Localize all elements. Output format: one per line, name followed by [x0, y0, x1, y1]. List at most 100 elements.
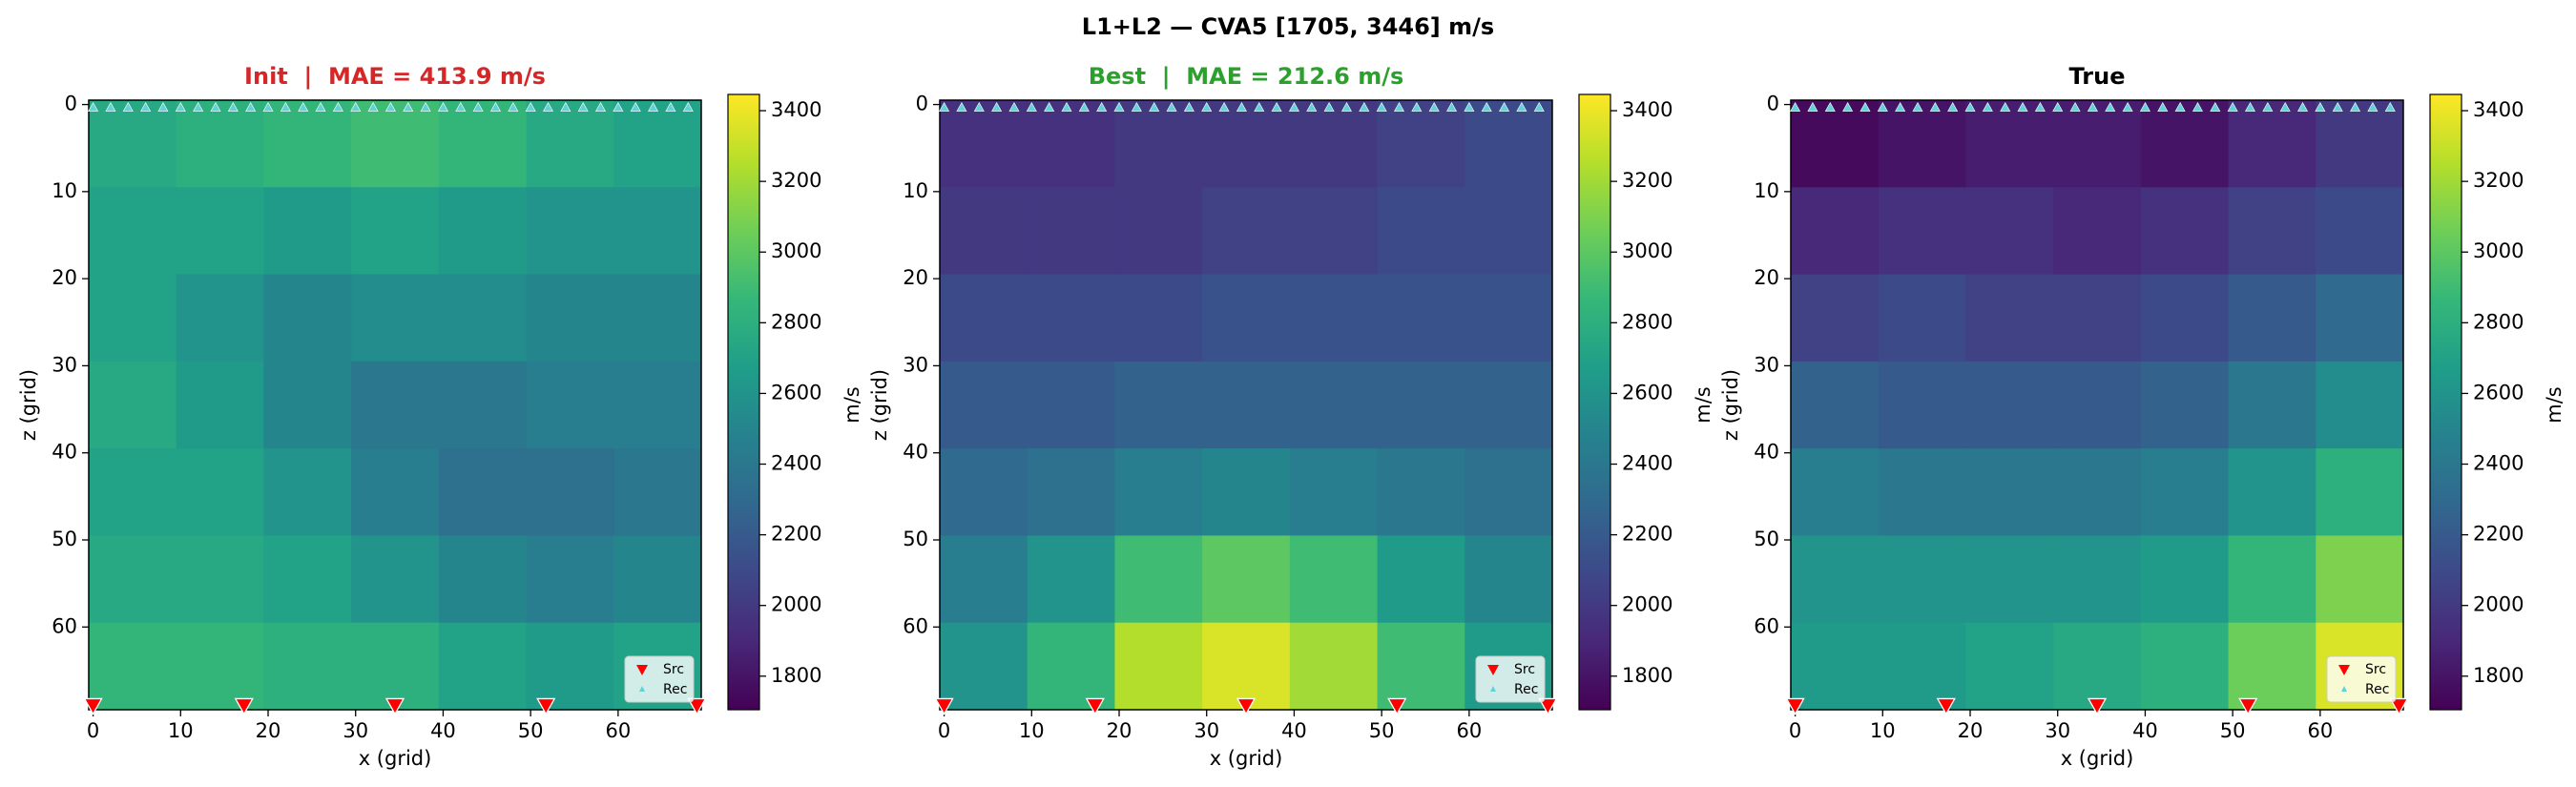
receiver-marker	[175, 101, 186, 112]
heatmap-cell	[438, 187, 528, 276]
x-tick-label: 60	[1457, 719, 1483, 742]
heatmap-cell	[2053, 274, 2142, 362]
colorbar-label: m/s	[841, 386, 863, 423]
y-axis-label: z (grid)	[1719, 369, 1742, 441]
heatmap-cell	[613, 535, 702, 624]
heatmap-cell	[1289, 622, 1379, 711]
heatmap-cell	[2053, 100, 2142, 188]
y-tick-label: 60	[903, 614, 928, 637]
receiver-marker	[227, 101, 239, 112]
heatmap-cell	[940, 535, 1028, 624]
receiver-marker	[88, 101, 99, 112]
heatmap-cell	[263, 187, 352, 276]
heatmap-cell	[2053, 535, 2142, 624]
receiver-marker	[315, 101, 326, 112]
heatmap-cell	[1289, 100, 1379, 188]
source-marker	[1538, 697, 1558, 715]
heatmap-cell	[613, 100, 702, 188]
colorbar-tick-label: 3200	[771, 169, 821, 192]
receiver-marker	[973, 101, 985, 112]
receiver-marker	[1964, 101, 1976, 112]
receiver-marker	[525, 101, 536, 112]
receiver-marker	[193, 101, 204, 112]
heatmap-cell	[2316, 100, 2404, 188]
source-marker	[536, 697, 556, 715]
heatmap-cell	[263, 622, 352, 711]
panel-title: True	[2069, 63, 2126, 90]
x-axis-label: x (grid)	[359, 747, 432, 770]
heatmap-cell	[176, 187, 264, 276]
legend-label: Src	[1514, 662, 1535, 677]
receiver-marker	[2332, 101, 2343, 112]
source-marker	[1785, 697, 1805, 715]
source-marker	[1387, 697, 1407, 715]
heatmap-cell	[2228, 535, 2316, 624]
receiver-marker	[1271, 101, 1282, 112]
legend-receiver-marker	[1490, 686, 1496, 692]
heatmap-cell	[89, 361, 177, 449]
receiver-marker	[157, 101, 169, 112]
heatmap-cell	[1377, 622, 1465, 711]
heatmap-cell	[1465, 187, 1553, 276]
y-axis-label: z (grid)	[17, 369, 40, 441]
receiver-marker	[1842, 101, 1854, 112]
x-tick-label: 40	[1281, 719, 1307, 742]
heatmap-cell	[1791, 622, 1880, 711]
heatmap-cell	[2140, 622, 2230, 711]
heatmap-cell	[1202, 100, 1291, 188]
legend-label: Rec	[663, 682, 687, 697]
source-marker	[1236, 697, 1257, 715]
heatmap-cell	[2316, 187, 2404, 276]
receiver-marker	[2105, 101, 2116, 112]
heatmap-cell	[1114, 448, 1203, 536]
heatmap-cell	[526, 448, 614, 536]
x-tick-label: 60	[2308, 719, 2334, 742]
y-tick-label: 20	[903, 266, 928, 289]
heatmap-cell	[526, 361, 614, 449]
receiver-marker	[1464, 101, 1475, 112]
colorbar-tick-label: 1800	[1622, 664, 1672, 687]
receiver-marker	[1393, 101, 1405, 112]
receiver-marker	[991, 101, 1003, 112]
y-tick-label: 10	[903, 179, 928, 202]
colorbar-tick-label: 2400	[1622, 452, 1672, 475]
x-tick-label: 20	[1107, 719, 1132, 742]
legend-label: Rec	[2365, 682, 2389, 697]
receiver-marker	[1533, 101, 1545, 112]
receiver-marker	[1236, 101, 1247, 112]
receiver-marker	[542, 101, 554, 112]
heatmap-cell	[1965, 535, 2054, 624]
x-axis-label: x (grid)	[1210, 747, 1283, 770]
y-tick-label: 60	[52, 614, 77, 637]
receiver-marker	[1323, 101, 1335, 112]
heatmap-cell	[1202, 535, 1291, 624]
heatmap-cell	[940, 448, 1028, 536]
receiver-marker	[332, 101, 343, 112]
heatmap-cell	[2228, 100, 2316, 188]
receiver-marker	[1912, 101, 1923, 112]
x-axis-label: x (grid)	[2061, 747, 2134, 770]
heatmap-cell	[351, 187, 440, 276]
receiver-marker	[2052, 101, 2064, 112]
colorbar-tick-label: 1800	[771, 664, 821, 687]
heatmap-cell	[1027, 361, 1115, 449]
receiver-marker	[245, 101, 257, 112]
receiver-marker	[2034, 101, 2046, 112]
heatmap-cell	[1965, 448, 2054, 536]
heatmap-cell	[438, 361, 528, 449]
panel-title: Init | MAE = 413.9 m/s	[244, 63, 546, 90]
receiver-marker	[1411, 101, 1423, 112]
legend-label: Src	[2365, 662, 2386, 677]
receiver-marker	[2279, 101, 2291, 112]
colorbar-tick-label: 3400	[2473, 98, 2524, 121]
heatmap-cell	[526, 187, 614, 276]
heatmap-cell	[1878, 187, 1966, 276]
legend-label: Rec	[1514, 682, 1538, 697]
colorbar-tick-label: 2400	[2473, 452, 2524, 475]
receiver-marker	[2069, 101, 2081, 112]
heatmap-cell	[2316, 361, 2404, 449]
receiver-marker	[420, 101, 431, 112]
heatmap-cell	[176, 622, 264, 711]
heatmap-cell	[351, 361, 440, 449]
